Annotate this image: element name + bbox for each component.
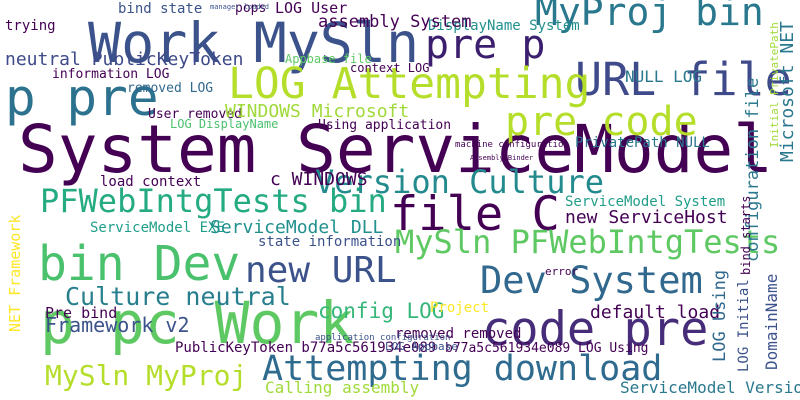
word: LOG Using: [710, 270, 730, 362]
word: bind starts: [739, 196, 753, 275]
word: trying: [5, 18, 56, 34]
word: Appbase file: [285, 52, 372, 66]
word: Using application: [318, 118, 451, 133]
word: config LOG: [318, 299, 444, 323]
word: error: [545, 265, 578, 278]
word: Framework v2: [45, 313, 190, 337]
word: PublicKeyToken b77a5c561934e089: [175, 340, 436, 356]
word: Attempting download: [262, 349, 662, 389]
word: LOG DisplayName: [170, 117, 278, 131]
word: Version Culture: [315, 163, 604, 201]
word: LOG Attempting: [228, 59, 590, 109]
word: Culture neutral: [65, 282, 291, 311]
word: new URL: [245, 250, 397, 291]
word: MySln PFWebIntgTests: [395, 223, 780, 261]
word: assembly System: [318, 12, 472, 32]
word: LOG Initial: [736, 279, 752, 372]
word: c WINDOWS: [270, 169, 368, 190]
word: manager loaded: [210, 3, 269, 11]
word: Work MySln: [88, 11, 419, 75]
word: MyProj bin: [535, 0, 764, 34]
word: Pre bind: [45, 304, 117, 322]
word: Initial PrivatePath: [768, 22, 781, 148]
word: b77a5c561934e089 LOG Using: [445, 341, 649, 356]
word: configuration file: [743, 78, 763, 262]
word: LOG Appbase: [385, 340, 458, 353]
word: state information: [258, 234, 401, 250]
word: context LOG: [350, 61, 429, 75]
word: Assembly Binder: [470, 154, 533, 162]
word: PFWebIntgTests bin: [40, 182, 387, 220]
word: p pc Work: [40, 289, 354, 357]
word: NET Framework: [6, 215, 24, 332]
word: removed LOG: [127, 81, 213, 96]
word: LOG User: [275, 0, 347, 17]
word: WINDOWS Microsoft: [225, 101, 409, 122]
word: information LOG: [52, 67, 170, 82]
word: default load: [590, 302, 720, 323]
word: pops: [235, 1, 266, 16]
word: URL file: [575, 53, 792, 106]
word: DomainName: [762, 274, 781, 370]
word: System ServiceModel: [18, 111, 773, 188]
word: file C: [390, 187, 560, 242]
word: Calling assembly: [265, 378, 419, 397]
word: NULL LOG: [625, 67, 702, 86]
word: DisplayName System: [428, 18, 580, 34]
word: p pre: [5, 69, 159, 128]
word: Dev System: [480, 259, 703, 302]
word: code pre: [482, 302, 708, 357]
word: Project: [430, 300, 489, 316]
word: MySln MyProj: [45, 359, 247, 392]
word: ServiceModel Version: [620, 378, 800, 397]
word: ServiceModel DLL: [210, 217, 384, 238]
word: application configuration: [315, 333, 450, 343]
word: ServiceModel System: [565, 194, 725, 210]
word: new ServiceHost: [565, 207, 728, 228]
word: machine configuration: [455, 140, 569, 150]
word: PrivatePath NULL: [575, 135, 710, 151]
word: removed removed: [395, 326, 521, 342]
word: ServiceModel EXE: [90, 220, 225, 236]
word: load context: [100, 174, 201, 190]
word: User removed: [148, 107, 242, 122]
word: bin Dev: [38, 236, 240, 292]
word: neutral PublicKeyToken: [5, 49, 243, 70]
word: pre code: [505, 99, 698, 145]
word: Microsoft NET: [777, 21, 798, 162]
word: pre p: [425, 22, 545, 68]
word: bind state: [118, 1, 202, 17]
